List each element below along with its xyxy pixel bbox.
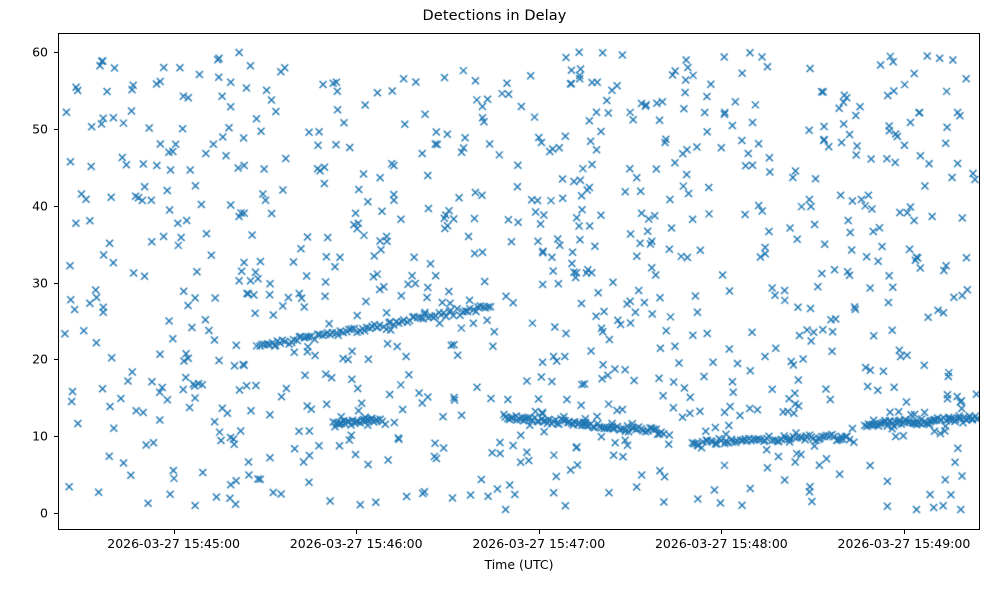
- y-tick-mark: [54, 282, 58, 284]
- plot-axes-area: [58, 33, 980, 530]
- y-tick-mark: [54, 513, 58, 515]
- x-tick-mark: [173, 530, 175, 534]
- x-tick-label: 2026-03-27 15:46:00: [289, 536, 423, 551]
- x-tick-label: 2026-03-27 15:45:00: [107, 536, 241, 551]
- y-tick-label: 40: [32, 198, 48, 214]
- page-title: Detections in Delay: [422, 8, 567, 24]
- x-tick-label: 2026-03-27 15:49:00: [837, 536, 971, 551]
- y-tick-label: 50: [32, 121, 48, 137]
- y-tick-label: 0: [40, 505, 48, 521]
- x-tick-mark: [356, 530, 358, 534]
- x-axis-label: Time (UTC): [484, 557, 554, 572]
- x-tick-mark: [538, 530, 540, 534]
- y-tick-label: 10: [32, 428, 48, 444]
- x-tick-mark: [903, 530, 905, 534]
- y-tick-mark: [54, 436, 58, 438]
- y-axis-tick-layer: 0 10 20 30 40 50 60: [0, 0, 58, 590]
- y-tick-label: 60: [32, 44, 48, 60]
- y-tick-label: 30: [32, 275, 48, 291]
- x-tick-label: 2026-03-27 15:47:00: [472, 536, 606, 551]
- y-tick-label: 20: [32, 351, 48, 367]
- y-tick-mark: [54, 359, 58, 361]
- y-tick-mark: [54, 205, 58, 207]
- scatter-data-canvas: [59, 34, 979, 529]
- x-tick-mark: [721, 530, 723, 534]
- y-tick-mark: [54, 129, 58, 131]
- y-tick-mark: [54, 52, 58, 54]
- x-tick-label: 2026-03-27 15:48:00: [654, 536, 788, 551]
